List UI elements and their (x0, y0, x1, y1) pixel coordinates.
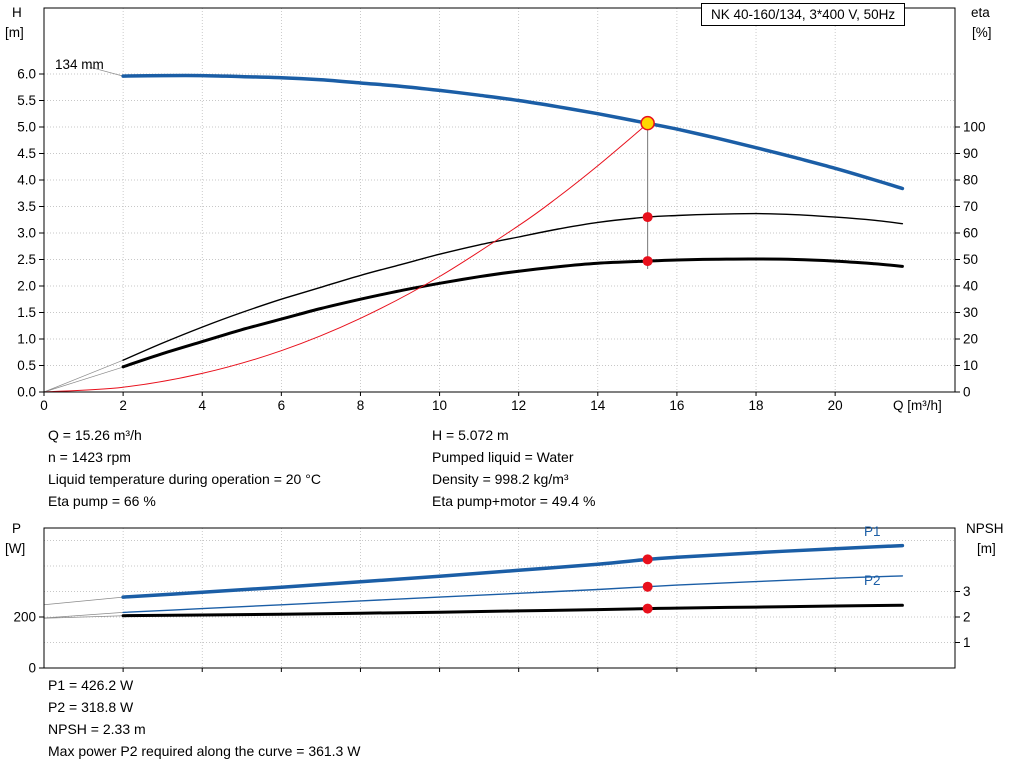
svg-text:20: 20 (828, 398, 843, 413)
eta-axis-unit: [%] (972, 25, 992, 40)
svg-text:40: 40 (963, 278, 978, 293)
svg-text:200: 200 (13, 609, 36, 624)
svg-text:0.0: 0.0 (17, 385, 36, 400)
info-flow: Q = 15.26 m³/h (48, 427, 142, 443)
svg-text:3.5: 3.5 (17, 199, 36, 214)
info-eta-pump: Eta pump = 66 % (48, 493, 156, 509)
svg-text:10: 10 (432, 398, 447, 413)
operating-point-dot (642, 603, 653, 614)
head-eta-chart: 0 2 4 6 8 10 12 14 16 18 20 0.0 0.5 1.0 1.5 2.0 2.5 3.0 3.… (17, 7, 986, 413)
plot-frame (43, 7, 956, 393)
leader-line (89, 66, 124, 77)
svg-text:0: 0 (28, 661, 36, 676)
eta-pump-motor-curve (121, 257, 904, 369)
operating-point-info-right: H = 5.072 m Pumped liquid = Water Densit… (432, 424, 595, 512)
svg-text:4: 4 (198, 398, 206, 413)
svg-text:0.5: 0.5 (17, 358, 36, 373)
svg-text:2.0: 2.0 (17, 278, 36, 293)
leader-line (43, 596, 124, 606)
head-curve-134mm (121, 73, 905, 191)
p1-curve-label: P1 (864, 524, 881, 539)
svg-text:6: 6 (278, 398, 286, 413)
eta-pump-curve (122, 212, 904, 361)
npsh-axis-label: NPSH (966, 521, 1004, 536)
svg-text:14: 14 (590, 398, 606, 413)
svg-text:10: 10 (963, 358, 978, 373)
info-eta-pump-motor: Eta pump+motor = 49.4 % (432, 493, 596, 509)
svg-text:5.5: 5.5 (17, 93, 36, 108)
info-liquid: Pumped liquid = Water (432, 449, 574, 465)
operating-point-dot (642, 212, 653, 223)
svg-text:4.0: 4.0 (17, 172, 36, 187)
leader-line (43, 612, 124, 619)
info-p2: P2 = 318.8 W (48, 699, 134, 715)
gridlines (44, 8, 955, 392)
svg-text:3.0: 3.0 (17, 225, 36, 240)
info-temperature: Liquid temperature during operation = 20… (48, 471, 321, 487)
svg-text:6.0: 6.0 (17, 66, 36, 81)
svg-text:8: 8 (357, 398, 365, 413)
impeller-diameter-label: 134 mm (55, 57, 104, 72)
svg-text:100: 100 (963, 119, 986, 134)
p-axis-label: P (12, 521, 22, 536)
system-curve (43, 122, 649, 393)
svg-text:2: 2 (963, 609, 971, 624)
axis-ticks: 0 200 1 2 3 (13, 584, 970, 676)
svg-text:4.5: 4.5 (17, 146, 36, 161)
leader-line (43, 615, 124, 619)
npsh-axis-unit: [m] (977, 541, 996, 556)
svg-text:80: 80 (963, 172, 978, 187)
plot-frame (43, 527, 956, 669)
eta-axis-label: eta (971, 5, 990, 20)
operating-point-dot (642, 554, 653, 565)
svg-text:70: 70 (963, 199, 978, 214)
svg-text:3: 3 (963, 584, 971, 599)
power-npsh-chart: 0 200 1 2 3 (13, 527, 971, 676)
operating-point-dot (642, 581, 653, 592)
operating-point-info-left: Q = 15.26 m³/h n = 1423 rpm Liquid tempe… (48, 424, 321, 512)
p2-curve (122, 575, 904, 614)
svg-text:50: 50 (963, 252, 978, 267)
svg-text:12: 12 (511, 398, 526, 413)
h-axis-label: H (12, 5, 22, 20)
npsh-curve (121, 603, 904, 618)
pump-type-title-box: NK 40-160/134, 3*400 V, 50Hz (701, 3, 906, 26)
power-info-block: P1 = 426.2 W P2 = 318.8 W NPSH = 2.33 m … (48, 674, 360, 762)
svg-text:0: 0 (40, 398, 48, 413)
svg-text:1: 1 (963, 635, 971, 650)
info-density: Density = 998.2 kg/m³ (432, 471, 569, 487)
info-p1: P1 = 426.2 W (48, 677, 134, 693)
svg-text:1.0: 1.0 (17, 331, 36, 346)
leader-line (43, 359, 124, 393)
duty-point (640, 115, 655, 131)
info-head: H = 5.072 m (432, 427, 509, 443)
info-speed: n = 1423 rpm (48, 449, 131, 465)
p2-curve-label: P2 (864, 573, 881, 588)
svg-text:0: 0 (963, 385, 971, 400)
leader-line (43, 366, 124, 393)
operating-point-dot (642, 256, 653, 267)
info-max-power: Max power P2 required along the curve = … (48, 743, 361, 759)
svg-text:18: 18 (749, 398, 764, 413)
p-axis-unit: [W] (5, 541, 26, 556)
svg-text:5.0: 5.0 (17, 119, 36, 134)
p1-curve (121, 543, 905, 599)
svg-text:30: 30 (963, 305, 978, 320)
info-npsh: NPSH = 2.33 m (48, 721, 146, 737)
h-axis-unit: [m] (5, 25, 24, 40)
svg-text:1.5: 1.5 (17, 305, 36, 320)
q-axis-label: Q [m³/h] (893, 398, 942, 413)
axis-ticks: 0 2 4 6 8 10 12 14 16 18 20 0.0 0.5 1.0 1.5 2.0 2.5 3.0 3.… (17, 66, 985, 413)
svg-text:20: 20 (963, 331, 978, 346)
svg-text:16: 16 (669, 398, 684, 413)
svg-text:2: 2 (119, 398, 127, 413)
svg-text:60: 60 (963, 225, 978, 240)
svg-text:90: 90 (963, 146, 978, 161)
svg-text:2.5: 2.5 (17, 252, 36, 267)
